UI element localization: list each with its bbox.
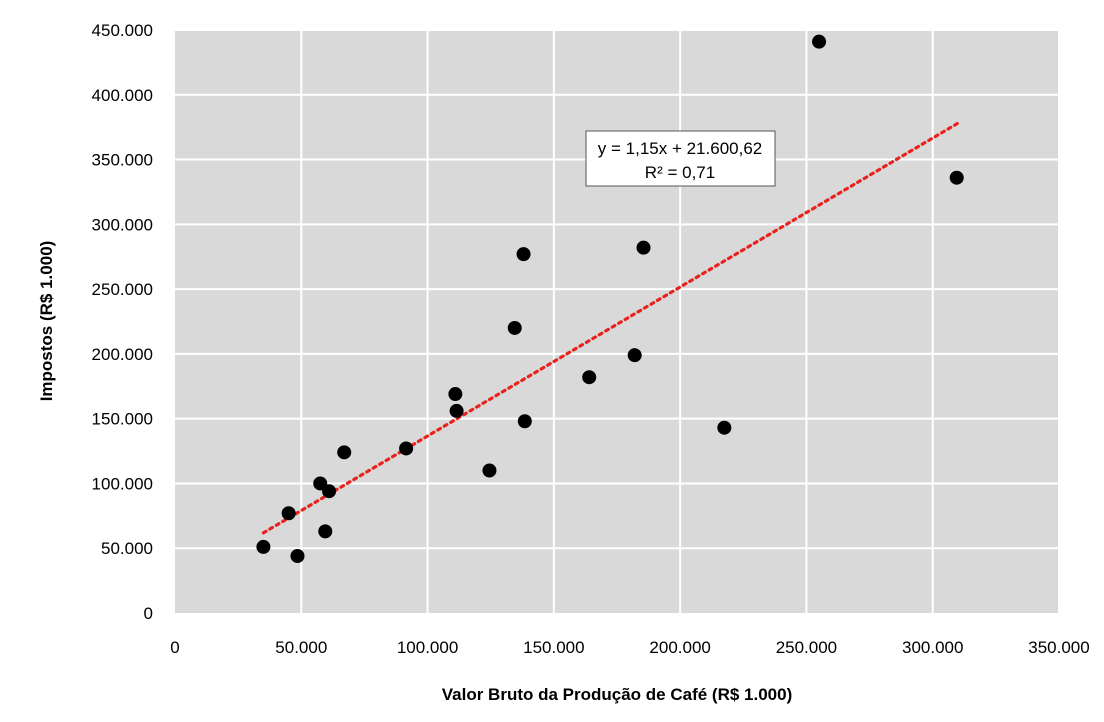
y-axis-title: Impostos (R$ 1.000)	[37, 241, 56, 402]
data-point	[627, 348, 642, 363]
trendline-equation-box: y = 1,15x + 21.600,62 R² = 0,71	[585, 130, 776, 187]
y-tick-label: 0	[144, 604, 153, 623]
data-point	[449, 403, 464, 418]
data-point	[448, 387, 463, 402]
y-tick-label: 50.000	[101, 539, 153, 558]
y-tick-label: 300.000	[92, 215, 153, 234]
y-tick-label: 150.000	[92, 410, 153, 429]
x-tick-label: 0	[170, 638, 179, 657]
trendline-equation: y = 1,15x + 21.600,62	[598, 139, 762, 158]
data-point	[281, 506, 296, 521]
trendline-r-squared: R² = 0,71	[645, 163, 715, 182]
data-point	[482, 463, 497, 478]
data-point	[290, 548, 305, 563]
x-tick-label: 300.000	[902, 638, 963, 657]
data-points	[256, 34, 964, 563]
data-point	[337, 445, 352, 460]
x-tick-label: 350.000	[1028, 638, 1089, 657]
data-point	[313, 476, 328, 491]
y-tick-label: 250.000	[92, 280, 153, 299]
x-tick-labels: 0 50.000 100.000 150.000 200.000 250.000 300.0…	[170, 638, 1089, 657]
y-tick-label: 400.000	[92, 86, 153, 105]
data-point	[812, 34, 827, 49]
y-tick-label: 200.000	[92, 345, 153, 364]
y-tick-label: 350.000	[92, 151, 153, 170]
x-tick-label: 150.000	[523, 638, 584, 657]
data-point	[507, 320, 522, 335]
data-point	[717, 420, 732, 435]
data-point	[949, 170, 964, 185]
data-point	[399, 441, 414, 456]
x-tick-label: 250.000	[776, 638, 837, 657]
x-tick-label: 200.000	[649, 638, 710, 657]
x-tick-label: 50.000	[275, 638, 327, 657]
data-point	[256, 539, 271, 554]
y-tick-label: 100.000	[92, 474, 153, 493]
x-axis-title: Valor Bruto da Produção de Café (R$ 1.00…	[442, 685, 792, 704]
data-point	[517, 414, 532, 429]
data-point	[318, 524, 333, 539]
trendline	[261, 121, 960, 535]
y-tick-labels: 0 50.000 100.000 150.000 200.000 250.000 300.0…	[92, 21, 153, 623]
data-point	[582, 370, 597, 385]
plot-area	[175, 30, 1059, 613]
x-tick-label: 100.000	[397, 638, 458, 657]
data-point	[322, 484, 337, 499]
data-point	[516, 247, 531, 262]
data-point	[636, 240, 651, 255]
y-tick-label: 450.000	[92, 21, 153, 40]
